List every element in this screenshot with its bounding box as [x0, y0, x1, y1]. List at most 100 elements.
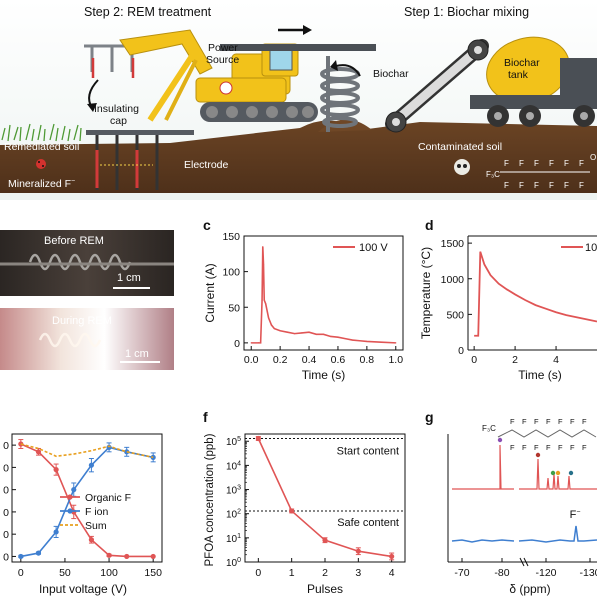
- legend-label: Sum: [85, 520, 107, 532]
- molecule-f-bottom: F: [510, 443, 515, 452]
- pfoa-f-top: F: [534, 159, 539, 168]
- data-point: [389, 553, 395, 560]
- y-axis-label: PFOA concentration (ppb): [204, 433, 216, 566]
- panel-letter-c: c: [203, 217, 211, 233]
- data-point: [124, 449, 130, 455]
- molecule-f-top: F: [522, 417, 527, 426]
- y-axis-label: Temperature (°C): [419, 247, 433, 339]
- lower-arrow-head: [87, 103, 97, 112]
- panel-b-photos: Before REM 1 cm During REM 1 cm: [0, 230, 174, 370]
- y-tick-label: 50: [228, 302, 240, 314]
- data-point: [257, 342, 260, 344]
- x-tick-label: -130: [579, 567, 597, 579]
- grass: [1, 123, 82, 142]
- x-tick-label: 0.6: [331, 354, 346, 366]
- direction-arrow-head: [303, 25, 312, 35]
- x-axis-label: Time (s): [518, 368, 562, 382]
- y-tick-label: 0: [3, 485, 9, 497]
- legend-marker: [67, 494, 73, 500]
- photo-during-rem: [0, 308, 174, 370]
- data-point: [53, 529, 59, 535]
- molecule-f-top: F: [510, 417, 515, 426]
- data-point: [344, 338, 346, 340]
- molecule-f-top: F: [582, 417, 587, 426]
- biochar-label: Biochar: [373, 68, 409, 80]
- data-point: [366, 340, 368, 343]
- molecule-cf3-label: F₃C: [482, 424, 496, 433]
- data-point: [255, 435, 261, 442]
- power-source-vehicle: [195, 43, 376, 122]
- y-tick-label: 102: [226, 509, 241, 521]
- pfoa-f-top: F: [504, 159, 509, 168]
- data-point: [273, 328, 275, 330]
- data-point: [35, 449, 42, 455]
- x-tick-label: -80: [494, 567, 509, 579]
- rotation-arrow-head: [330, 60, 338, 71]
- biochar-tank-truck: [470, 36, 597, 127]
- pfoa-f-bottom: F: [504, 181, 509, 190]
- x-tick-label: 0: [471, 354, 477, 366]
- insulating-cap: [86, 130, 194, 135]
- data-point: [286, 331, 288, 333]
- data-point: [308, 331, 310, 333]
- reference-line-label: Start content: [337, 445, 399, 457]
- data-point: [269, 320, 271, 323]
- coil-before: [0, 253, 174, 271]
- y-tick-label: 0: [458, 345, 464, 357]
- y-tick-label: 0: [3, 507, 9, 519]
- panel-letter-f: f: [203, 409, 208, 425]
- y-tick-label: 100: [222, 267, 240, 279]
- remediated-soil-label: Remediated soil: [4, 141, 79, 153]
- data-point: [88, 537, 95, 543]
- data-point: [293, 333, 296, 335]
- molecule-f-bottom: F: [570, 443, 575, 452]
- x-tick-label: 3: [355, 567, 361, 579]
- molecule-f-top: F: [534, 417, 539, 426]
- x-axis-label: δ (ppm): [509, 582, 550, 596]
- data-point: [18, 553, 24, 560]
- pfoa-f-bottom: F: [564, 181, 569, 190]
- y-tick-label: 1000: [441, 274, 465, 286]
- data-point: [150, 553, 156, 560]
- pfoa-f-bottom: F: [549, 181, 554, 190]
- y-tick-label: 104: [226, 460, 241, 472]
- data-point: [355, 548, 361, 554]
- y-tick-label: 0: [3, 529, 9, 541]
- y-axis-label: Current (A): [203, 263, 217, 322]
- peak-marker: [550, 470, 556, 476]
- y-tick-label: 103: [226, 485, 241, 497]
- y-tick-label: 150: [222, 231, 240, 243]
- y-tick-label: 0: [3, 551, 9, 563]
- data-point: [279, 330, 281, 332]
- y-tick-label: 1500: [441, 238, 465, 250]
- x-tick-label: 4: [553, 354, 559, 366]
- y-tick-label: 0: [234, 338, 240, 350]
- ladybug-icon: [36, 159, 46, 169]
- pfoa-f-top: F: [519, 159, 524, 168]
- biochar-auger: [320, 56, 360, 132]
- during-rem-label: During REM: [52, 315, 112, 327]
- pfoa-f-bottom: F: [534, 181, 539, 190]
- x-tick-label: 100: [100, 567, 118, 579]
- fluoride-peak-label: F−: [570, 509, 581, 521]
- ground-electrode-assembly: [86, 130, 194, 190]
- data-point: [88, 462, 95, 468]
- legend-marker: [67, 508, 73, 514]
- y-tick-label: 0: [3, 462, 9, 474]
- data-point: [260, 342, 262, 344]
- panel-letter-d: d: [425, 217, 434, 233]
- x-tick-label: 50: [59, 567, 71, 579]
- data-point: [35, 550, 42, 556]
- raised-electrode-tips: [91, 58, 135, 78]
- chart-pfoa-concentration: 0 1 2 3 4 Pulses PFOA concentration (ppb) 100 10…: [204, 433, 406, 596]
- series-line-temperature: [474, 251, 597, 337]
- power-source-label: Power Source: [206, 42, 239, 66]
- data-point: [267, 317, 270, 319]
- plot-frame: [11, 433, 163, 563]
- peak-marker: [535, 452, 541, 458]
- y-tick-label: 100: [226, 557, 241, 569]
